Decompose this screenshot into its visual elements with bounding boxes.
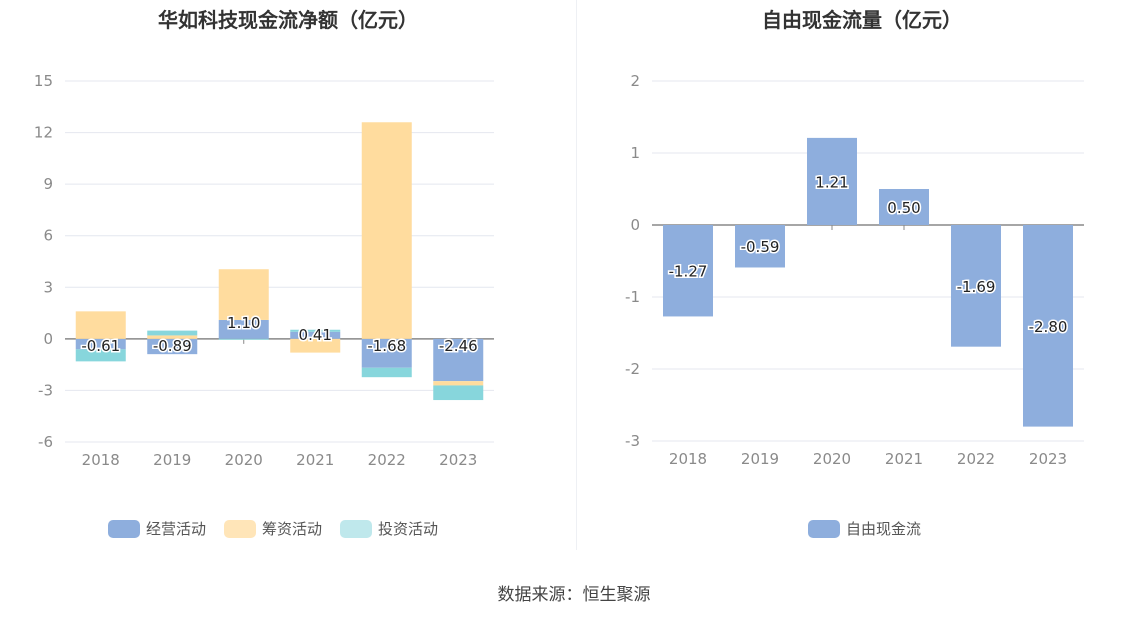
legend-label-investing: 投资活动: [378, 520, 439, 538]
legend-swatch-financing: [224, 519, 257, 538]
cashflow-ytick-label: 15: [34, 72, 53, 90]
cashflow-data-label: -1.68: [367, 337, 406, 355]
legend-cashflow: 经营活动 筹资活动 投资活动: [108, 518, 438, 539]
fcf-ytick-label: 1: [630, 144, 640, 162]
legend-label-fcf: 自由现金流: [846, 520, 922, 538]
fcf-data-label: 1.21: [815, 173, 848, 191]
legend-swatch-investing: [340, 519, 373, 538]
cashflow-bar: [361, 338, 412, 368]
cashflow-ytick-label: -6: [38, 433, 53, 451]
legend-swatch-fcf: [808, 519, 840, 538]
legend-item-fcf[interactable]: 自由现金流: [808, 518, 921, 539]
legend-label-operating: 经营活动: [146, 520, 207, 538]
legend-fcf: 自由现金流: [808, 518, 921, 539]
chart-title-cashflow: 华如科技现金流净额（亿元）: [158, 8, 418, 32]
cashflow-bar: [290, 331, 341, 339]
cashflow-ytick-label: 9: [43, 175, 53, 193]
cashflow-data-label: -2.46: [439, 337, 478, 355]
cashflow-data-label: -0.89: [153, 337, 192, 355]
fcf-ytick-label: -2: [625, 360, 640, 378]
cashflow-xtick-label: 2021: [296, 451, 334, 469]
cashflow-bar: [75, 349, 126, 362]
cashflow-bar: [147, 335, 198, 339]
fcf-xtick-label: 2018: [669, 450, 707, 468]
cashflow-bar: [75, 311, 126, 339]
cashflow-xtick-label: 2020: [225, 451, 263, 469]
cashflow-ytick-label: 6: [43, 227, 53, 245]
cashflow-bar: [147, 330, 198, 336]
cashflow-bar: [290, 329, 341, 332]
fcf-xtick-label: 2019: [741, 450, 779, 468]
fcf-ytick-label: -1: [625, 288, 640, 306]
cashflow-ytick-label: 3: [43, 278, 53, 296]
fcf-data-label: -1.69: [957, 278, 996, 296]
cashflow-ytick-label: 0: [43, 330, 53, 348]
cashflow-xtick-label: 2018: [82, 451, 120, 469]
fcf-data-label: -2.80: [1029, 318, 1068, 336]
fcf-ytick-label: -3: [625, 432, 640, 450]
fcf-bar: [807, 137, 857, 225]
legend-item-investing[interactable]: 投资活动: [340, 518, 438, 539]
cashflow-ytick-label: -3: [38, 381, 53, 399]
cashflow-bar: [433, 381, 484, 386]
fcf-bar: [735, 225, 785, 268]
cashflow-data-label: -0.61: [81, 337, 120, 355]
cashflow-bar: [218, 269, 269, 320]
cashflow-bar: [361, 367, 412, 378]
legend-label-financing: 筹资活动: [262, 520, 323, 538]
fcf-data-label: -1.27: [669, 263, 708, 281]
cashflow-data-label: 0.41: [299, 326, 332, 344]
cashflow-bar: [433, 385, 484, 401]
fcf-data-label: 0.50: [887, 199, 920, 217]
cashflow-bar: [290, 338, 341, 353]
cashflow-xtick-label: 2023: [439, 451, 477, 469]
fcf-ytick-label: 2: [630, 72, 640, 90]
panel-divider: [576, 0, 577, 550]
cashflow-bar: [218, 319, 269, 339]
fcf-bar: [1023, 225, 1073, 427]
cashflow-bar: [75, 338, 126, 350]
chart-title-fcf: 自由现金流量（亿元）: [762, 8, 962, 32]
cashflow-ytick-label: 12: [34, 124, 53, 142]
cashflow-bar: [361, 122, 412, 339]
legend-item-financing[interactable]: 筹资活动: [224, 518, 322, 539]
fcf-bar: [663, 225, 713, 317]
legend-item-operating[interactable]: 经营活动: [108, 518, 206, 539]
fcf-bar: [951, 225, 1001, 347]
fcf-xtick-label: 2022: [957, 450, 995, 468]
fcf-bar: [879, 189, 929, 225]
cashflow-bar: [433, 338, 484, 382]
cashflow-data-label: 1.10: [227, 314, 260, 332]
data-source-note: 数据来源：恒生聚源: [497, 585, 651, 605]
fcf-data-label: -0.59: [741, 238, 780, 256]
legend-swatch-operating: [108, 519, 140, 538]
fcf-ytick-label: 0: [630, 216, 640, 234]
cashflow-xtick-label: 2019: [153, 451, 191, 469]
fcf-xtick-label: 2020: [813, 450, 851, 468]
fcf-xtick-label: 2021: [885, 450, 923, 468]
cashflow-xtick-label: 2022: [368, 451, 406, 469]
cashflow-bar: [218, 338, 269, 340]
cashflow-bar: [147, 338, 198, 355]
fcf-xtick-label: 2023: [1029, 450, 1067, 468]
